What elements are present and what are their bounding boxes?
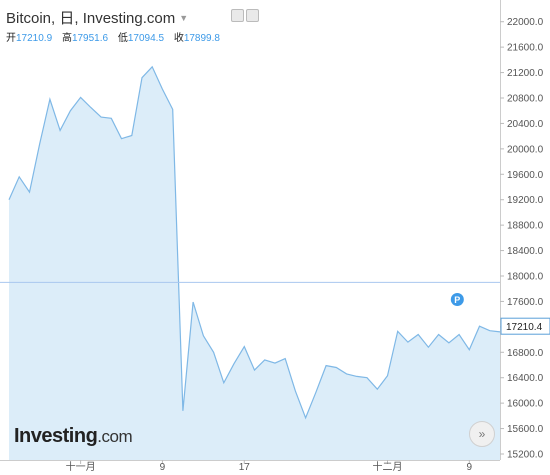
marker-dot	[450, 293, 464, 307]
y-tick-label: 16000.0	[507, 399, 544, 410]
price-line	[8, 65, 501, 420]
scroll-to-latest-button[interactable]: »	[469, 421, 495, 447]
y-tick-label: 22000.0	[507, 17, 544, 28]
close-value: 17899.8	[183, 33, 220, 44]
close-label: 收	[173, 33, 184, 44]
chevron-down-icon[interactable]: ▼	[179, 13, 189, 23]
area-fill	[9, 66, 500, 461]
logo-domain: .com	[97, 427, 133, 446]
x-tick-label: 9	[160, 462, 166, 473]
marker-label: P	[454, 295, 460, 305]
y-tick-label: 15600.0	[507, 424, 544, 435]
x-tick-label: 17	[239, 462, 251, 473]
y-tick-label: 20800.0	[507, 94, 544, 105]
y-tick-label: 16400.0	[507, 373, 544, 384]
low-value: 17094.5	[127, 33, 165, 44]
y-tick-label: 17600.0	[507, 297, 544, 308]
chart-header: Bitcoin, 日, Investing.com ▼	[6, 7, 188, 28]
high-value: 17951.6	[71, 33, 109, 44]
open-value: 17210.9	[16, 33, 53, 44]
y-tick-label: 21600.0	[507, 43, 544, 54]
y-tick-label: 18800.0	[507, 221, 544, 232]
y-tick-label: 21200.0	[507, 68, 544, 79]
y-tick-label: 18000.0	[507, 272, 544, 283]
x-tick-label: 9	[467, 462, 473, 473]
y-tick-label: 16800.0	[507, 348, 544, 359]
logo-brand: Investing	[14, 425, 98, 447]
chart-title: Bitcoin, 日, Investing.com	[6, 10, 176, 27]
last-price-label: 17210.4	[506, 322, 543, 333]
y-tick-label: 19200.0	[507, 195, 544, 206]
y-tick-label: 20400.0	[507, 119, 544, 130]
investing-logo: Investing.com	[14, 425, 133, 448]
settings-icon[interactable]	[231, 9, 244, 22]
high-label: 高	[61, 33, 72, 44]
low-label: 低	[117, 33, 128, 44]
x-tick-label: 十二月	[372, 460, 402, 473]
x-tick-label: 十一月	[66, 460, 96, 473]
y-tick-label: 18400.0	[507, 246, 544, 257]
open-label: 开	[6, 33, 16, 44]
y-tick-label: 19600.0	[507, 170, 544, 181]
gear-icon[interactable]	[246, 9, 259, 22]
y-tick-label: 15200.0	[507, 450, 544, 461]
y-tick-label: 20000.0	[507, 144, 544, 155]
last-price-box	[500, 317, 550, 335]
ohlc-readout: 开17210.9 高17951.6 低17094.5 收17899.8	[6, 29, 227, 44]
